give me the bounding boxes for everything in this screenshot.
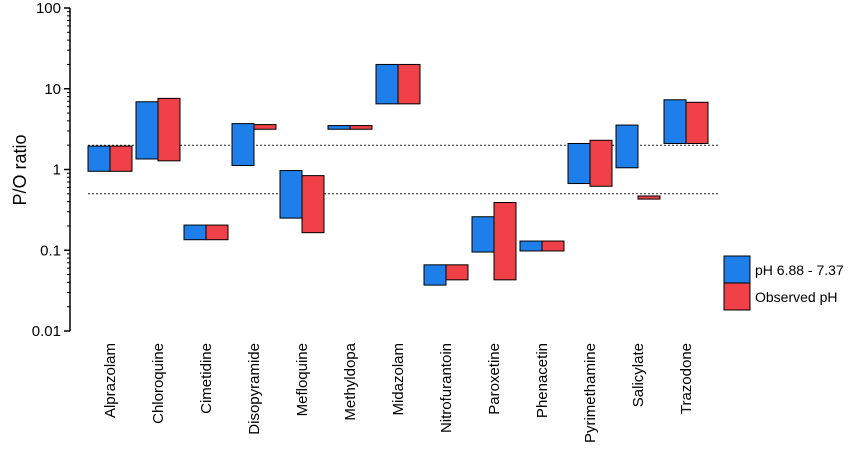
y-tick-label: 1 (53, 162, 61, 179)
x-category-label: Methyldopa (342, 342, 359, 420)
x-category-label: Paroxetine (486, 343, 503, 415)
bar-observed-ph-salicylate (637, 195, 661, 200)
bar-ph-range-pyrimethamine (567, 142, 591, 185)
x-category-label: Disopyramide (246, 343, 263, 435)
legend: pH 6.88 - 7.37 Observed pH (723, 255, 844, 311)
x-category-label: Chloroquine (150, 343, 167, 424)
bar-ph-range-phenacetin (519, 240, 543, 252)
y-tick-label: 100 (36, 0, 61, 17)
legend-label-series-1: pH 6.88 - 7.37 (755, 262, 844, 278)
bar-observed-ph-trazodone (685, 101, 709, 144)
y-tick-label: 10 (44, 81, 61, 98)
y-tick-label: 0.1 (40, 242, 61, 259)
bar-ph-range-midazolam (375, 63, 399, 105)
bar-ph-range-trazodone (663, 99, 687, 144)
y-tick-label: 0.01 (32, 323, 61, 340)
legend-swatch-series-2 (723, 282, 751, 311)
x-category-label: Phenacetin (534, 343, 551, 418)
x-category-label: Mefloquine (294, 343, 311, 416)
category-labels: Alprazolam Chloroquine Cimetidine Disopyram… (102, 342, 695, 443)
reference-lines (88, 144, 720, 195)
legend-label-series-2: Observed pH (755, 289, 837, 305)
bar-observed-ph-methyldopa (349, 125, 373, 130)
bar-observed-ph-disopyramide (253, 124, 277, 130)
bar-ph-range-disopyramide (231, 123, 255, 167)
bar-observed-ph-alprazolam (109, 145, 133, 172)
bar-observed-ph-cimetidine (205, 224, 229, 241)
x-category-label: Trazodone (678, 343, 695, 414)
bar-observed-ph-nitrofurantoin (445, 264, 469, 281)
y-axis-title: P/O ratio (10, 134, 30, 205)
bar-ph-range-salicylate (615, 124, 639, 169)
bar-ph-range-nitrofurantoin (423, 264, 447, 286)
bar-ph-range-mefloquine (279, 170, 303, 219)
bar-ph-range-methyldopa (327, 125, 351, 130)
bar-observed-ph-phenacetin (541, 240, 565, 252)
bar-ph-range-chloroquine (135, 101, 159, 160)
bars (87, 63, 709, 286)
bar-ph-range-paroxetine (471, 216, 495, 253)
x-category-label: Alprazolam (102, 343, 119, 418)
legend-swatch-series-1 (723, 255, 751, 284)
x-category-label: Midazolam (390, 343, 407, 416)
x-category-label: Salicylate (630, 343, 647, 407)
x-category-label: Nitrofurantoin (438, 343, 455, 433)
bar-ph-range-cimetidine (183, 224, 207, 241)
bar-observed-ph-pyrimethamine (589, 139, 613, 187)
x-category-label: Pyrimethamine (582, 343, 599, 443)
bar-observed-ph-mefloquine (301, 175, 325, 234)
bar-ph-range-alprazolam (87, 145, 111, 172)
x-category-label: Cimetidine (198, 343, 215, 414)
bar-observed-ph-paroxetine (493, 202, 517, 281)
bar-observed-ph-midazolam (397, 63, 421, 105)
bar-observed-ph-chloroquine (157, 97, 181, 162)
axes: 0.01 0.1 1 10 100 (32, 0, 71, 340)
